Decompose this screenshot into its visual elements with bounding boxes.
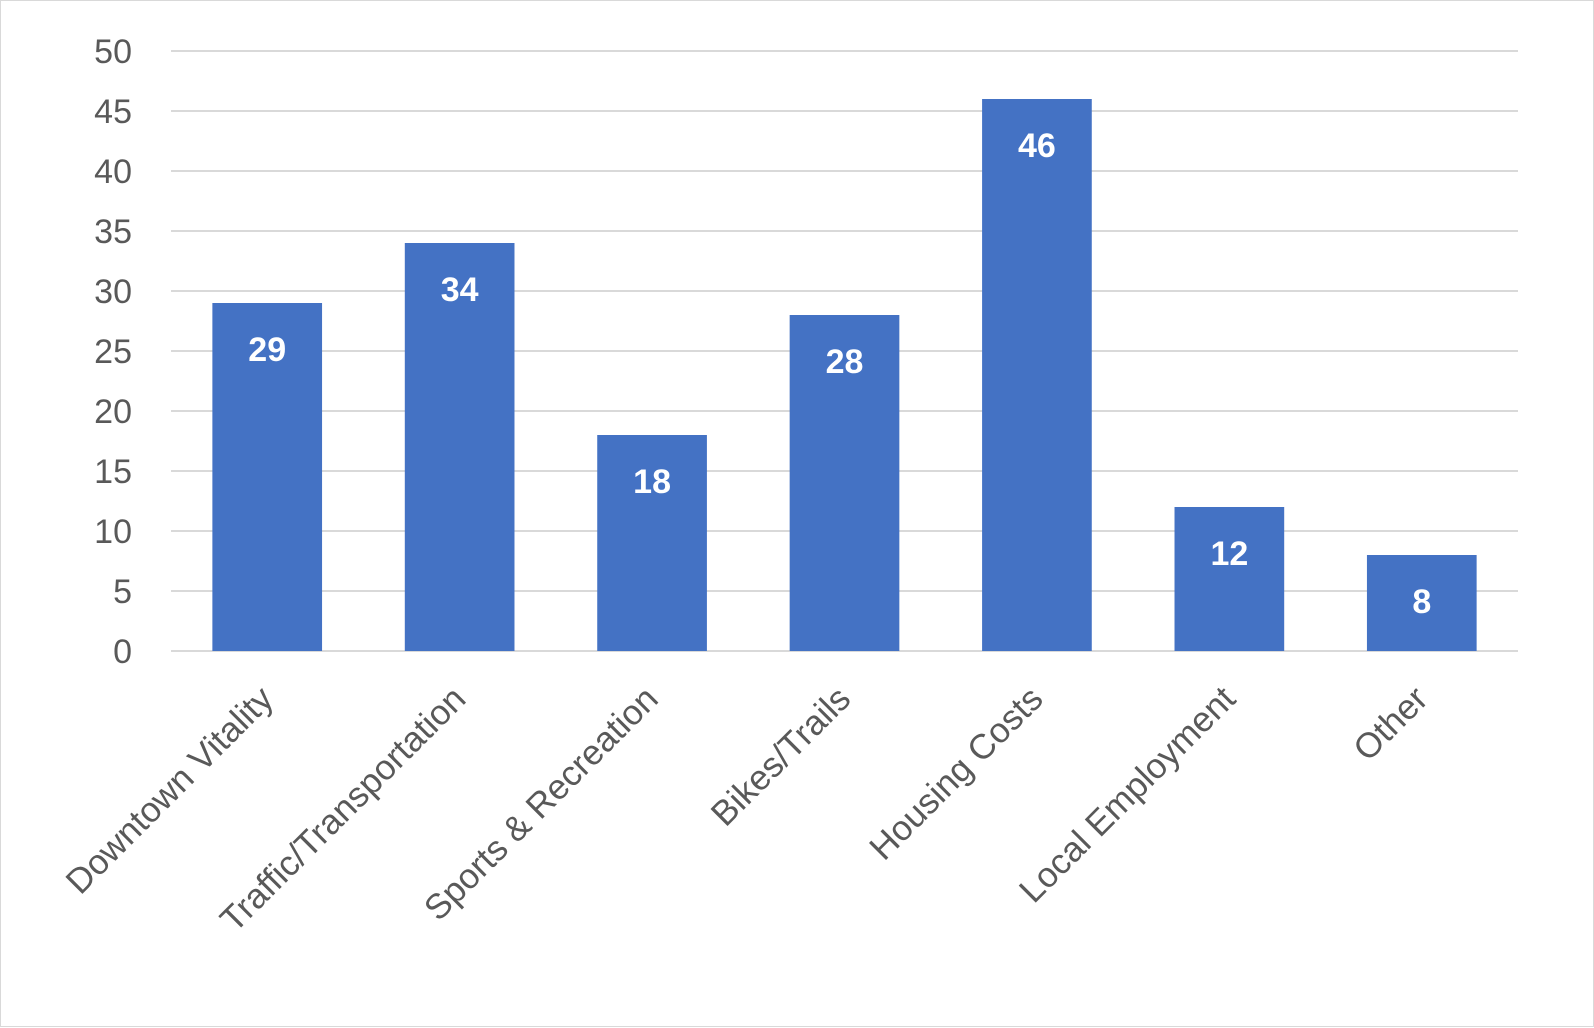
- x-category-label: Downtown Vitality: [58, 679, 281, 902]
- bar: [212, 303, 323, 651]
- y-tick-label: 50: [94, 33, 132, 71]
- x-category-label: Housing Costs: [862, 679, 1051, 868]
- y-tick-label: 45: [94, 93, 132, 131]
- y-tick-label: 30: [94, 273, 132, 311]
- data-label: 28: [826, 343, 864, 381]
- bar: [1366, 555, 1477, 651]
- data-label: 8: [1412, 583, 1431, 621]
- x-category-label: Bikes/Trails: [704, 679, 859, 834]
- y-tick-label: 20: [94, 393, 132, 431]
- bar: [1174, 507, 1285, 651]
- bar: [982, 99, 1092, 651]
- data-label: 12: [1210, 535, 1248, 573]
- y-tick-label: 40: [94, 153, 132, 191]
- bar: [789, 315, 900, 651]
- y-tick-label: 5: [113, 573, 132, 611]
- data-label: 46: [1018, 127, 1056, 165]
- y-tick-label: 0: [113, 633, 132, 671]
- x-category-label: Local Employment: [1012, 679, 1243, 910]
- y-tick-label: 10: [94, 513, 132, 551]
- x-category-label: Other: [1346, 679, 1436, 769]
- y-tick-label: 15: [94, 453, 132, 491]
- bar: [404, 243, 515, 651]
- y-tick-label: 35: [94, 213, 132, 251]
- data-label: 34: [441, 271, 479, 309]
- data-label: 18: [633, 463, 671, 501]
- data-label: 29: [248, 331, 286, 369]
- y-tick-label: 25: [94, 333, 132, 371]
- bar: [597, 435, 707, 651]
